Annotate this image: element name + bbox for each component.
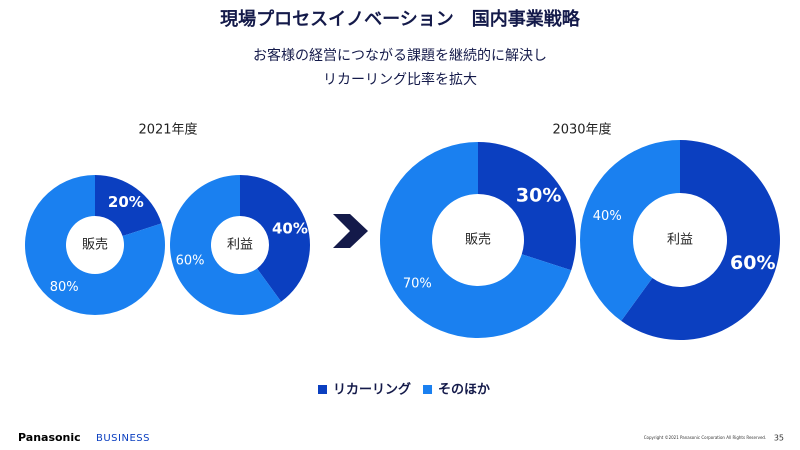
legend-label: リカーリング — [333, 382, 411, 398]
subtitle: リカーリング比率を拡大 — [323, 71, 477, 88]
legend-label: そのほか — [438, 383, 490, 398]
value-label: 60% — [730, 252, 775, 274]
value-label: 40% — [272, 219, 308, 237]
donut-slice — [240, 175, 310, 302]
value-label: 80% — [50, 280, 79, 295]
center-label: 販売 — [465, 232, 491, 248]
period-label: 2030年度 — [552, 122, 611, 138]
donut-slice — [478, 142, 576, 271]
donut-slice — [621, 140, 780, 340]
legend-swatch — [423, 385, 433, 394]
donut-slice — [380, 142, 572, 338]
center-label: 利益 — [667, 233, 693, 248]
division: BUSINESS — [96, 433, 150, 444]
legend-swatch — [318, 385, 327, 394]
value-label: 20% — [108, 193, 144, 211]
donut-slice — [95, 175, 162, 237]
period-label: 2021年度 — [138, 122, 197, 138]
donut-slice — [580, 140, 680, 321]
value-label: 30% — [516, 184, 561, 206]
center-label: 利益 — [227, 238, 253, 253]
value-label: 60% — [176, 254, 205, 269]
center-label: 販売 — [82, 237, 108, 253]
value-label: 40% — [593, 209, 622, 224]
copyright: Copyright ©2021 Panasonic Corporation Al… — [644, 435, 767, 440]
donut-slice — [25, 175, 166, 315]
arrow — [333, 214, 368, 248]
donut-slice — [170, 175, 282, 315]
page-number: 35 — [774, 434, 784, 443]
title: 現場プロセスイノベーション 国内事業戦略 — [220, 8, 581, 30]
subtitle: お客様の経営につながる課題を継続的に解決し — [253, 47, 547, 64]
brand: Panasonic — [18, 431, 81, 444]
value-label: 70% — [403, 277, 432, 292]
